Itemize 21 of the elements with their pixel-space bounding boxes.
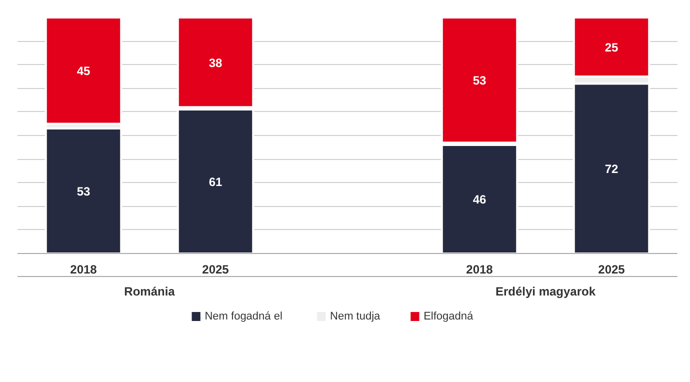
data-label: 61	[208, 175, 222, 190]
data-label: 53	[76, 184, 90, 198]
bar	[44, 127, 122, 254]
text: Románia	[124, 284, 176, 298]
data-label: 25	[604, 40, 618, 54]
legend-label: Elfogadná	[424, 310, 474, 322]
bar	[440, 18, 518, 144]
bar	[176, 18, 254, 108]
x-tick-label: 2025	[598, 262, 626, 276]
data-label: 53	[472, 74, 486, 88]
data-label: 46	[472, 192, 486, 207]
data-label: 72	[604, 162, 618, 176]
legend-label: Nem fogadná el	[204, 310, 282, 322]
text: Erdélyi magyarok	[495, 284, 596, 298]
data-label: 38	[208, 56, 222, 70]
data-label: 45	[76, 64, 90, 78]
x-tick-label: 2025	[202, 262, 230, 276]
bar	[176, 108, 254, 254]
legend-label: Nem tudja	[330, 310, 382, 322]
x-tick-label: 2018	[70, 262, 98, 276]
x-tick-label: 2018	[466, 262, 494, 276]
